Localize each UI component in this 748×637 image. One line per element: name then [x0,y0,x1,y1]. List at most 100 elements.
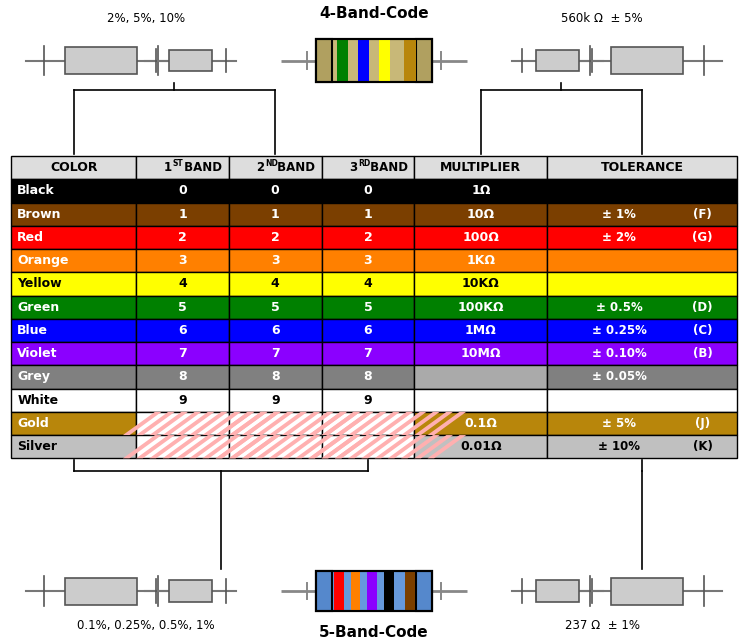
Bar [548,412,737,435]
Polygon shape [322,435,361,458]
Polygon shape [322,435,361,458]
Bar [322,156,414,180]
Polygon shape [255,435,294,458]
Bar [414,435,548,458]
Bar [229,249,322,273]
Text: 560k Ω  ± 5%: 560k Ω ± 5% [561,13,643,25]
Bar [367,571,376,611]
Bar [11,389,136,412]
Text: 5: 5 [178,301,187,313]
Text: 5-Band-Code: 5-Band-Code [319,625,429,637]
Bar [136,156,229,180]
Bar [136,249,229,273]
Bar [322,412,414,435]
Bar [548,296,737,318]
Text: 1: 1 [364,208,373,220]
Bar [414,318,548,342]
Bar [322,296,414,318]
Polygon shape [176,412,215,435]
Polygon shape [428,435,466,458]
Bar [322,273,414,296]
Text: 3: 3 [349,161,358,174]
Bar [351,571,361,611]
Text: 6: 6 [364,324,373,337]
Bar [414,412,548,435]
Text: 0.1Ω: 0.1Ω [465,417,497,430]
Polygon shape [308,435,347,458]
Text: 0: 0 [271,185,280,197]
Text: 2%, 5%, 10%: 2%, 5%, 10% [107,13,185,25]
Polygon shape [150,412,188,435]
Bar [416,571,432,611]
Bar [11,435,136,458]
Bar [405,571,415,611]
Text: 4-Band-Code: 4-Band-Code [319,6,429,21]
Bar [548,366,737,389]
Polygon shape [242,412,280,435]
Bar [169,50,212,71]
Text: 1: 1 [178,208,187,220]
Bar [334,571,344,611]
Bar [11,249,136,273]
Polygon shape [150,435,188,458]
Polygon shape [414,412,453,435]
Text: RD: RD [358,159,370,168]
Bar [229,296,322,318]
Bar [136,366,229,389]
Bar [612,47,682,74]
Bar [337,39,349,82]
Bar [548,342,737,365]
Text: 8: 8 [178,371,187,383]
Bar [66,578,136,605]
Text: Blue: Blue [17,324,48,337]
Text: 2: 2 [271,231,280,244]
Text: Red: Red [17,231,44,244]
Text: Yellow: Yellow [17,278,62,290]
Bar [414,226,548,249]
Bar [316,39,432,82]
Polygon shape [375,412,413,435]
Text: 0: 0 [178,185,187,197]
Polygon shape [335,412,373,435]
Bar [548,389,737,412]
Text: 3: 3 [271,254,280,267]
Bar [229,273,322,296]
Polygon shape [295,435,334,458]
Text: 6: 6 [271,324,280,337]
Text: ± 0.10%: ± 0.10% [592,347,647,360]
Text: White: White [17,394,58,406]
Polygon shape [123,435,162,458]
Polygon shape [203,412,241,435]
Bar [536,580,579,602]
Text: ± 1%: ± 1% [602,208,637,220]
Polygon shape [176,435,215,458]
Polygon shape [189,412,228,435]
Bar [548,226,737,249]
Bar [229,389,322,412]
Polygon shape [189,435,228,458]
Text: 100KΩ: 100KΩ [458,301,504,313]
Text: 1Ω: 1Ω [471,185,491,197]
Bar [316,571,332,611]
Bar [229,366,322,389]
Polygon shape [136,412,175,435]
Text: ± 0.05%: ± 0.05% [592,371,647,383]
Bar [136,203,229,225]
Text: (G): (G) [693,231,713,244]
Text: 3: 3 [178,254,187,267]
Polygon shape [229,412,268,435]
Polygon shape [215,435,254,458]
Polygon shape [322,412,361,435]
Polygon shape [401,412,440,435]
Bar [414,203,548,225]
Polygon shape [428,412,466,435]
Bar [322,318,414,342]
Bar [612,578,682,605]
Text: 8: 8 [364,371,373,383]
Text: 3: 3 [364,254,373,267]
Polygon shape [255,412,294,435]
Bar [229,226,322,249]
Text: ± 10%: ± 10% [598,440,640,453]
Bar [316,39,332,82]
Bar [414,156,548,180]
